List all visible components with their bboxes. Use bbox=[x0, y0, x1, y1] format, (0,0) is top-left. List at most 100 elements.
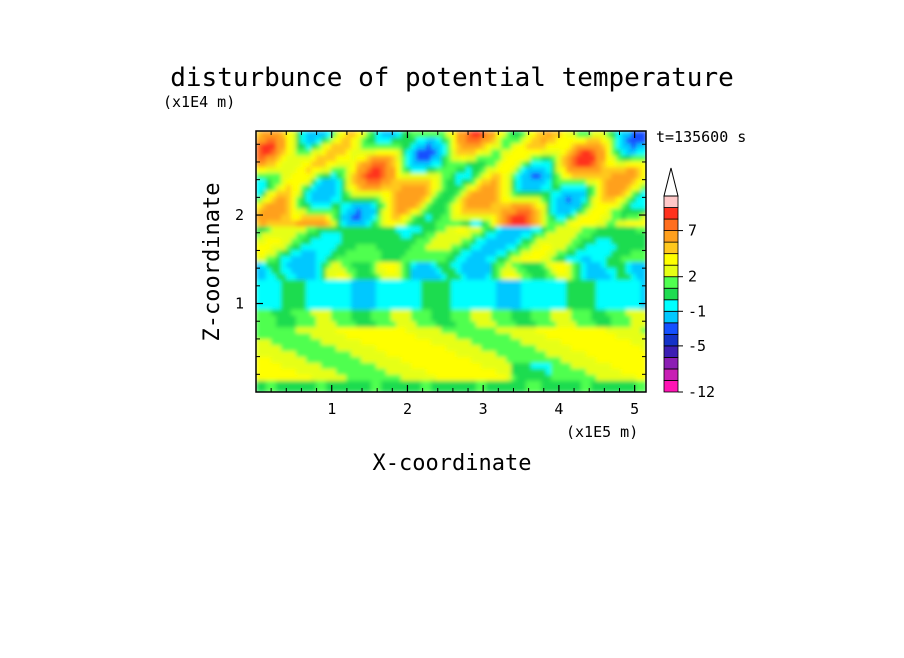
heatmap-cell bbox=[521, 178, 527, 185]
heatmap-cell bbox=[521, 279, 527, 286]
heatmap-cell bbox=[511, 160, 517, 168]
heatmap-cell bbox=[276, 166, 282, 174]
heatmap-cell bbox=[256, 136, 262, 144]
heatmap-cell bbox=[446, 338, 452, 346]
heatmap-cell bbox=[386, 172, 392, 180]
heatmap-cell bbox=[356, 190, 362, 197]
heatmap-cell bbox=[501, 131, 507, 138]
heatmap-cell bbox=[611, 344, 617, 352]
heatmap-cell bbox=[491, 374, 497, 381]
heatmap-cell bbox=[636, 362, 642, 369]
heatmap-cell bbox=[321, 386, 327, 392]
heatmap-cell bbox=[306, 131, 312, 138]
heatmap-cell bbox=[561, 172, 567, 180]
heatmap-cell bbox=[591, 255, 597, 263]
heatmap-cell bbox=[261, 225, 267, 233]
heatmap-cell bbox=[306, 219, 312, 227]
heatmap-cell bbox=[321, 279, 327, 286]
heatmap-cell bbox=[481, 136, 487, 144]
heatmap-cell bbox=[366, 214, 372, 221]
heatmap-cell bbox=[421, 231, 427, 239]
heatmap-cell bbox=[301, 291, 307, 298]
heatmap-cell bbox=[631, 184, 637, 191]
heatmap-cell bbox=[341, 279, 347, 286]
heatmap-cell bbox=[266, 208, 272, 215]
heatmap-cell bbox=[451, 344, 457, 352]
heatmap-cell bbox=[541, 285, 547, 292]
heatmap-cell bbox=[541, 279, 547, 286]
heatmap-cell bbox=[591, 131, 597, 138]
heatmap-cell bbox=[476, 285, 482, 292]
heatmap-cell bbox=[546, 279, 552, 286]
heatmap-cell bbox=[616, 131, 622, 138]
heatmap-cell bbox=[291, 332, 297, 340]
heatmap-cell bbox=[336, 249, 342, 257]
heatmap-cell bbox=[361, 303, 367, 310]
heatmap-cell bbox=[511, 261, 517, 269]
heatmap-cell bbox=[591, 303, 597, 310]
heatmap-cell bbox=[441, 255, 447, 263]
heatmap-cell bbox=[546, 374, 552, 381]
heatmap-cell bbox=[636, 273, 642, 280]
heatmap-cell bbox=[591, 314, 597, 322]
heatmap-cell bbox=[546, 136, 552, 144]
heatmap-cell bbox=[561, 160, 567, 168]
heatmap-cell bbox=[581, 249, 587, 257]
heatmap-cell bbox=[271, 320, 277, 328]
heatmap-cell bbox=[451, 267, 457, 274]
heatmap-cell bbox=[301, 303, 307, 310]
heatmap-cell bbox=[521, 297, 527, 304]
heatmap-cell bbox=[426, 196, 432, 203]
heatmap-cell bbox=[286, 267, 292, 274]
heatmap-cell bbox=[441, 273, 447, 280]
heatmap-cell bbox=[321, 225, 327, 233]
heatmap-cell bbox=[536, 386, 542, 392]
heatmap-cell bbox=[566, 166, 572, 174]
heatmap-cell bbox=[626, 320, 632, 328]
heatmap-cell bbox=[446, 208, 452, 215]
heatmap-cell bbox=[486, 219, 492, 227]
heatmap-cell bbox=[356, 380, 362, 387]
heatmap-cell bbox=[311, 148, 317, 156]
heatmap-cell bbox=[526, 344, 532, 352]
heatmap-cell bbox=[396, 308, 402, 316]
heatmap-cell bbox=[506, 380, 512, 387]
heatmap-cell bbox=[316, 196, 322, 203]
heatmap-cell bbox=[521, 154, 527, 162]
heatmap-cell bbox=[291, 243, 297, 251]
heatmap-cell bbox=[631, 178, 637, 185]
heatmap-cell bbox=[371, 243, 377, 251]
heatmap-cell bbox=[581, 285, 587, 292]
heatmap-cell bbox=[411, 255, 417, 263]
heatmap-cell bbox=[426, 261, 432, 269]
heatmap-cell bbox=[641, 380, 646, 387]
heatmap-cell bbox=[481, 291, 487, 298]
heatmap-cell bbox=[316, 202, 322, 209]
heatmap-cell bbox=[491, 320, 497, 328]
heatmap-cell bbox=[381, 261, 387, 269]
heatmap-cell bbox=[361, 160, 367, 168]
heatmap-cell bbox=[591, 386, 597, 392]
heatmap-cell bbox=[466, 243, 472, 251]
heatmap-cell bbox=[281, 350, 287, 358]
heatmap-cell bbox=[541, 380, 547, 387]
heatmap-cell bbox=[601, 285, 607, 292]
heatmap-cell bbox=[376, 338, 382, 346]
heatmap-cell bbox=[391, 374, 397, 381]
heatmap-cell bbox=[496, 237, 502, 245]
time-label: t=135600 s bbox=[656, 128, 746, 146]
heatmap-cell bbox=[386, 308, 392, 316]
heatmap-cell bbox=[486, 237, 492, 245]
heatmap-cell bbox=[461, 243, 467, 251]
heatmap-cell bbox=[456, 273, 462, 280]
heatmap-cell bbox=[356, 350, 362, 358]
heatmap-cell bbox=[331, 386, 337, 392]
heatmap-cell bbox=[481, 326, 487, 334]
heatmap-cell bbox=[586, 308, 592, 316]
heatmap-cell bbox=[401, 261, 407, 269]
heatmap-cell bbox=[386, 285, 392, 292]
heatmap-cell bbox=[291, 344, 297, 352]
heatmap-cell bbox=[376, 196, 382, 203]
heatmap-cell bbox=[256, 386, 262, 392]
heatmap-cell bbox=[361, 148, 367, 156]
